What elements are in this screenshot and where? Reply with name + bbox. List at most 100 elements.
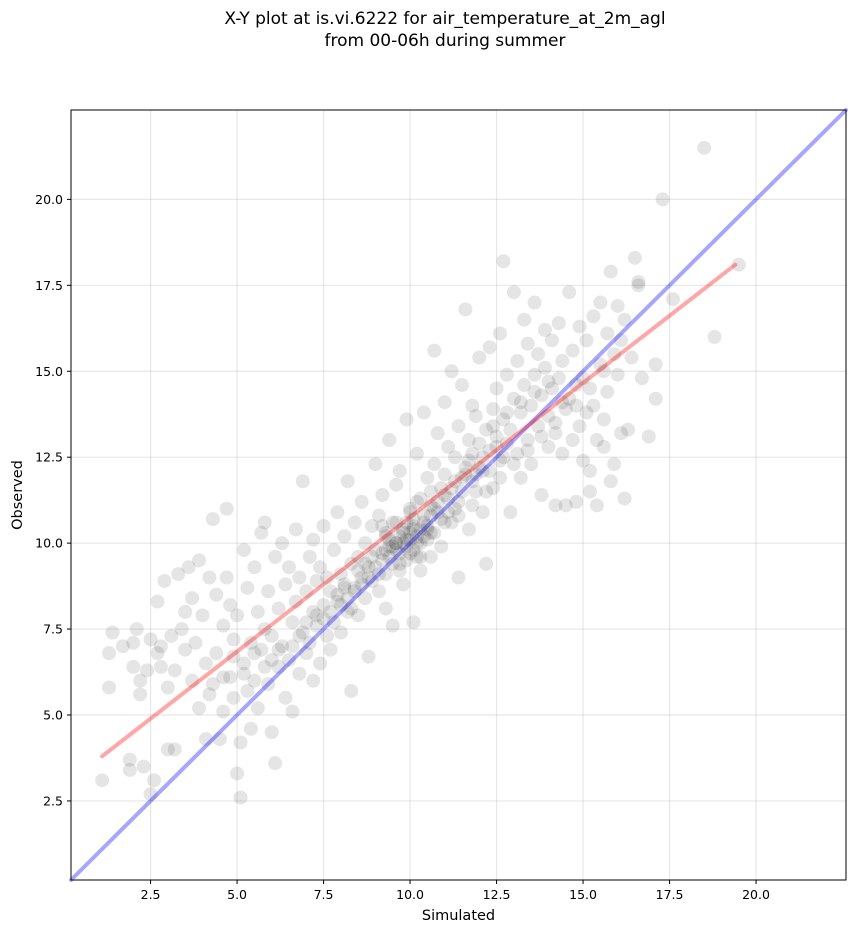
scatter-point [551, 371, 566, 386]
scatter-point [378, 601, 393, 616]
y-tick-label: 15.0 [35, 364, 63, 379]
scatter-point [323, 584, 338, 599]
scatter-point [140, 663, 155, 678]
scatter-point [216, 670, 231, 685]
scatter-point [434, 481, 449, 496]
scatter-point [437, 488, 452, 502]
scatter-point [316, 598, 331, 612]
scatter-point [365, 573, 380, 588]
scatter-point [340, 474, 355, 489]
scatter-point [416, 405, 431, 420]
scatter-point [413, 522, 428, 537]
x-axis-label: Simulated [422, 908, 495, 924]
scatter-point [354, 577, 369, 592]
scatter-point [195, 608, 210, 623]
scatter-point [437, 515, 452, 530]
scatter-point [219, 501, 234, 516]
scatter-point [126, 659, 141, 674]
scatter-point [479, 422, 494, 437]
scatter-point [448, 474, 463, 489]
scatter-point [320, 570, 335, 585]
scatter-point [503, 505, 518, 520]
scatter-point [489, 381, 504, 396]
scatter-point [375, 546, 390, 561]
scatter-point [614, 426, 629, 441]
scatter-point [555, 395, 570, 410]
scatter-point [254, 642, 269, 657]
scatter-point [603, 474, 618, 489]
y-tick-label: 2.5 [43, 793, 63, 808]
scatter-point [534, 488, 549, 502]
scatter-point [264, 628, 279, 643]
scatter-point [344, 601, 359, 616]
scatter-point [382, 539, 397, 554]
scatter-point [205, 512, 220, 527]
scatter-point [320, 628, 335, 643]
scatter-point [558, 402, 573, 417]
scatter-point [524, 398, 539, 413]
scatter-point [409, 536, 424, 551]
x-tick-label: 17.5 [656, 887, 684, 902]
scatter-point [517, 312, 532, 327]
scatter-point [531, 419, 546, 434]
scatter-point [385, 618, 400, 633]
scatter-point [475, 505, 490, 520]
scatter-point [406, 518, 421, 533]
x-tick-label: 10.0 [396, 887, 424, 902]
scatter-point [226, 690, 241, 705]
identity-line [69, 108, 848, 882]
scatter-point [250, 604, 265, 619]
scatter-point [392, 463, 407, 478]
scatter-point [302, 635, 317, 650]
x-tick-label: 12.5 [483, 887, 511, 902]
scatter-point [617, 491, 632, 506]
scatter-point [226, 649, 241, 664]
scatter-point [385, 515, 400, 530]
scatter-point [593, 295, 608, 310]
scatter-point [420, 522, 435, 537]
scatter-point [378, 567, 393, 582]
scatter-point [403, 532, 418, 547]
scatter-point [185, 591, 200, 606]
scatter-point [444, 481, 459, 496]
scatter-point [465, 446, 480, 461]
scatter-point [365, 518, 380, 533]
scatter-point [174, 622, 189, 637]
scatter-point [499, 405, 514, 420]
scatter-point [292, 666, 307, 681]
scatter-point [382, 549, 397, 564]
scatter-point [565, 343, 580, 358]
scatter-point [548, 426, 563, 441]
x-axis-ticks: 2.5 5.0 7.5 10.0 12.5 15.0 17.5 20.0 [141, 880, 770, 902]
scatter-point [309, 618, 324, 633]
scatter-point [399, 553, 414, 568]
scatter-point [371, 567, 386, 582]
scatter-point [503, 422, 518, 437]
scatter-point [423, 498, 438, 513]
scatter-point [441, 505, 456, 520]
scatter-point [275, 639, 290, 654]
scatter-point [143, 787, 158, 802]
scatter-point [499, 367, 514, 382]
scatter-point [295, 474, 310, 489]
scatter-point [281, 560, 296, 575]
scatter-point [347, 584, 362, 599]
scatter-point [569, 494, 584, 509]
scatter-point [413, 549, 428, 564]
scatter-point [344, 556, 359, 571]
scatter-point [427, 457, 442, 472]
scatter-point [198, 656, 213, 671]
scatter-point [157, 573, 172, 588]
scatter-point [323, 604, 338, 619]
scatter-point [153, 659, 168, 674]
scatter-point [406, 543, 421, 557]
scatter-point [358, 591, 373, 606]
scatter-point [413, 563, 428, 578]
chart-title: X-Y plot at is.vi.6222 for air_temperatu… [0, 8, 856, 52]
chart-title-line1: X-Y plot at is.vi.6222 for air_temperatu… [224, 9, 666, 29]
scatter-point [607, 347, 622, 362]
scatter-point [306, 673, 321, 688]
scatter-point [268, 756, 283, 771]
scatter-point [257, 515, 272, 530]
scatter-point [178, 604, 193, 619]
